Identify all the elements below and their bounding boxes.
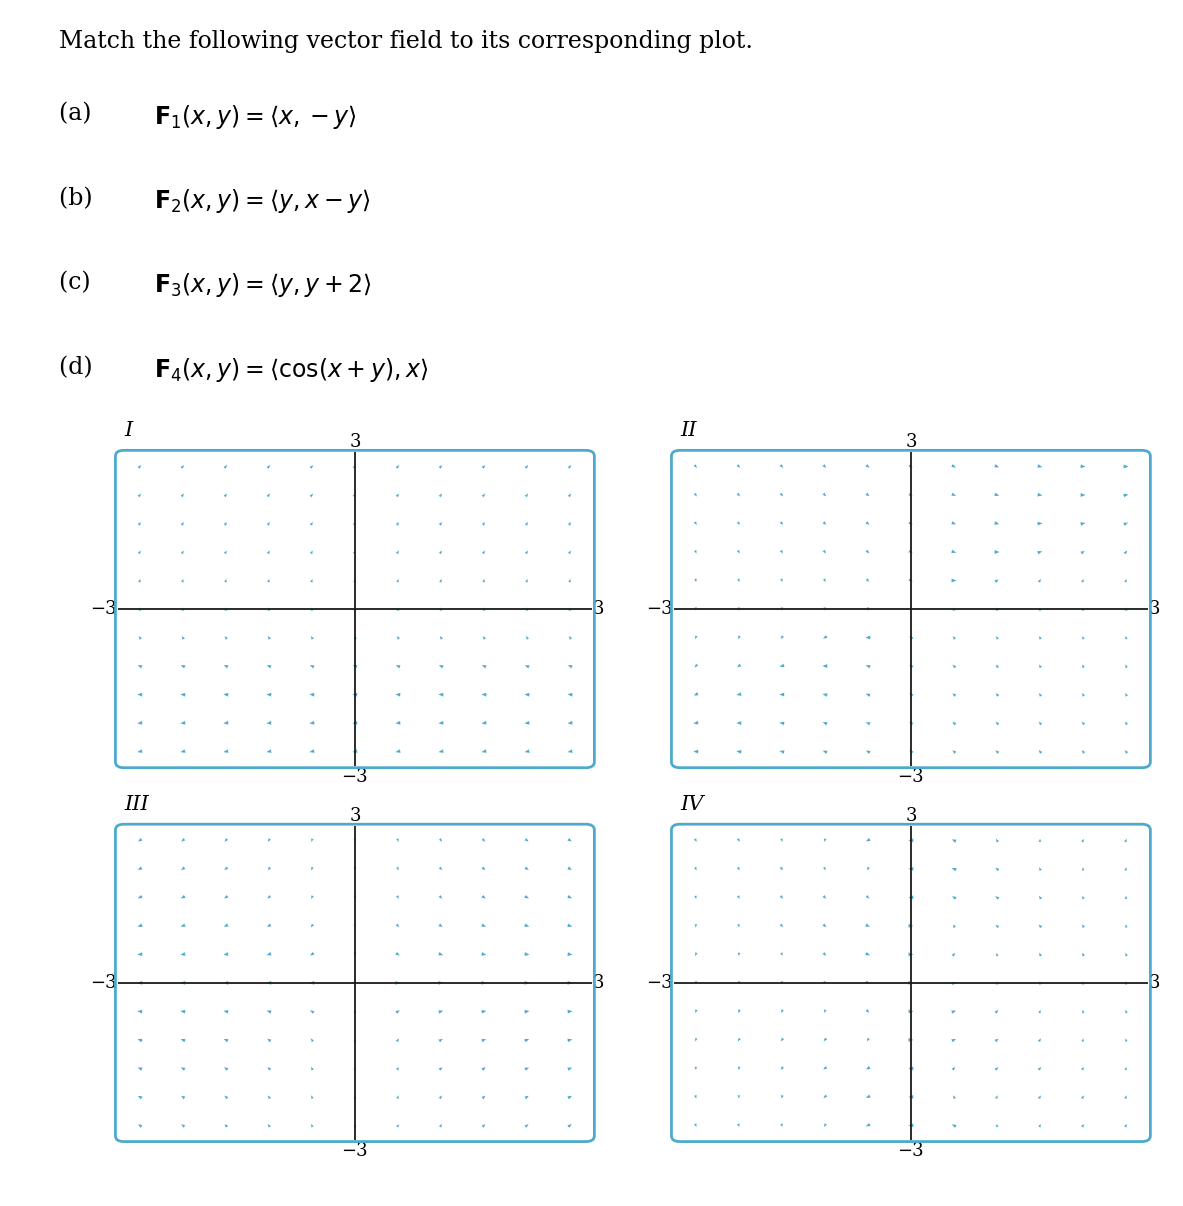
Text: 3: 3 xyxy=(905,807,917,825)
Text: 3: 3 xyxy=(593,974,605,991)
Text: 3: 3 xyxy=(905,433,917,451)
Text: (a): (a) xyxy=(59,103,106,125)
Text: $\mathbf{F}_1(x, y) = \langle x, -y \rangle$: $\mathbf{F}_1(x, y) = \langle x, -y \ran… xyxy=(154,103,356,130)
Text: $\mathbf{F}_4(x, y) = \langle \cos(x + y), x \rangle$: $\mathbf{F}_4(x, y) = \langle \cos(x + y… xyxy=(154,356,428,384)
Text: Match the following vector field to its corresponding plot.: Match the following vector field to its … xyxy=(59,30,754,53)
Text: −3: −3 xyxy=(342,1142,368,1160)
Text: 3: 3 xyxy=(349,433,361,451)
Text: $\mathbf{F}_2(x, y) = \langle y, x - y \rangle$: $\mathbf{F}_2(x, y) = \langle y, x - y \… xyxy=(154,187,370,215)
Text: III: III xyxy=(124,795,149,814)
Text: II: II xyxy=(680,421,697,440)
Text: −3: −3 xyxy=(342,768,368,786)
Text: 3: 3 xyxy=(1149,974,1161,991)
Text: (d): (d) xyxy=(59,356,108,379)
Text: −3: −3 xyxy=(646,974,673,991)
Text: −3: −3 xyxy=(90,601,117,617)
Text: −3: −3 xyxy=(90,974,117,991)
Text: −3: −3 xyxy=(898,1142,924,1160)
Text: 3: 3 xyxy=(349,807,361,825)
Text: $\mathbf{F}_3(x, y) = \langle y, y + 2 \rangle$: $\mathbf{F}_3(x, y) = \langle y, y + 2 \… xyxy=(154,271,371,299)
Text: −3: −3 xyxy=(646,601,673,617)
Text: (c): (c) xyxy=(59,271,105,294)
Text: 3: 3 xyxy=(593,601,605,617)
Text: −3: −3 xyxy=(898,768,924,786)
Text: 3: 3 xyxy=(1149,601,1161,617)
Text: (b): (b) xyxy=(59,187,108,210)
Text: I: I xyxy=(124,421,132,440)
Text: IV: IV xyxy=(680,795,704,814)
